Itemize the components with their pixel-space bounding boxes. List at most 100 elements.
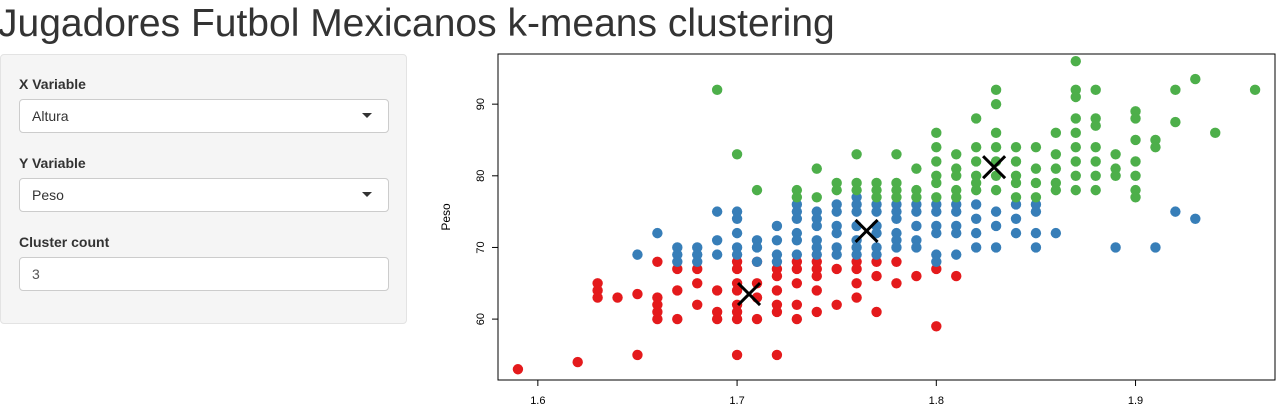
data-point-cluster-2 (851, 249, 862, 260)
data-point-cluster-3 (1010, 170, 1022, 182)
data-point-cluster-2 (970, 227, 982, 239)
data-point-cluster-2 (731, 213, 743, 224)
data-point-cluster-2 (871, 227, 882, 239)
data-point-cluster-1 (512, 364, 524, 375)
data-point-cluster-3 (1030, 163, 1042, 174)
y-variable-label: Y Variable (19, 155, 86, 171)
data-point-cluster-2 (911, 206, 922, 217)
data-point-cluster-1 (831, 299, 842, 310)
data-point-cluster-3 (970, 177, 982, 189)
data-point-cluster-2 (731, 227, 743, 239)
scatter-plot-svg: Peso 1.6 1.7 1.8 1.9 60 70 80 90 (439, 53, 1276, 407)
data-point-cluster-2 (791, 235, 803, 246)
data-point-cluster-1 (931, 321, 942, 332)
data-point-cluster-2 (791, 213, 803, 224)
data-point-cluster-1 (751, 313, 763, 325)
data-point-cluster-3 (711, 84, 723, 96)
data-point-cluster-3 (1110, 170, 1121, 182)
data-point-cluster-3 (811, 163, 822, 174)
data-point-cluster-2 (731, 206, 743, 217)
data-point-cluster-2 (990, 242, 1002, 253)
data-point-cluster-3 (1010, 141, 1022, 153)
data-point-cluster-2 (931, 206, 942, 217)
cluster-count-input[interactable] (19, 257, 389, 291)
centroid-stroke (982, 155, 1007, 180)
data-point-cluster-2 (811, 249, 822, 260)
data-point-cluster-3 (791, 192, 803, 203)
data-point-cluster-2 (951, 220, 962, 232)
x-tick-label: 1.7 (729, 395, 744, 407)
data-point-cluster-3 (1070, 141, 1081, 153)
data-point-cluster-2 (811, 220, 822, 232)
data-point-cluster-2 (831, 206, 842, 217)
data-point-cluster-1 (791, 313, 803, 325)
data-point-cluster-3 (1010, 156, 1022, 167)
y-tick-label: 70 (475, 241, 487, 253)
data-point-cluster-1 (771, 263, 783, 275)
data-point-cluster-1 (771, 306, 783, 318)
data-point-cluster-3 (1070, 170, 1081, 182)
centroid-marker-2 (854, 218, 879, 244)
data-point-cluster-2 (731, 249, 743, 260)
data-point-cluster-1 (771, 349, 783, 361)
data-point-cluster-3 (871, 184, 882, 196)
data-point-cluster-3 (1130, 184, 1141, 196)
data-point-cluster-3 (851, 177, 862, 189)
data-point-cluster-1 (731, 256, 743, 267)
data-point-cluster-2 (1030, 206, 1042, 217)
y-variable-group: Y Variable Peso (19, 153, 389, 212)
data-point-cluster-3 (1030, 141, 1042, 153)
data-point-cluster-1 (931, 263, 942, 275)
data-point-cluster-3 (1130, 156, 1141, 167)
data-point-cluster-1 (592, 278, 603, 289)
data-point-cluster-2 (911, 220, 922, 232)
x-tick-label: 1.9 (1128, 395, 1143, 407)
y-axis-label: Peso (439, 203, 453, 231)
data-point-cluster-3 (1070, 84, 1081, 96)
data-point-cluster-3 (1070, 184, 1081, 196)
data-point-cluster-2 (1170, 206, 1181, 217)
data-point-cluster-1 (811, 285, 822, 296)
data-point-cluster-1 (572, 356, 583, 368)
data-point-cluster-3 (1170, 116, 1181, 128)
data-point-cluster-1 (652, 313, 663, 325)
data-point-cluster-2 (652, 227, 663, 239)
data-point-cluster-1 (871, 270, 882, 282)
data-point-cluster-3 (891, 184, 902, 196)
data-point-cluster-2 (1030, 227, 1042, 239)
data-point-cluster-3 (951, 163, 962, 174)
y-tick-label: 90 (475, 98, 487, 110)
data-point-cluster-3 (1050, 163, 1062, 174)
data-point-cluster-1 (592, 285, 603, 296)
data-point-cluster-2 (1050, 227, 1062, 239)
data-point-cluster-2 (1190, 213, 1201, 224)
data-point-cluster-1 (791, 263, 803, 275)
y-variable-select[interactable]: Peso (19, 178, 389, 212)
data-point-cluster-1 (672, 263, 683, 275)
data-point-cluster-2 (970, 199, 982, 210)
data-point-cluster-2 (891, 199, 902, 210)
data-point-cluster-1 (851, 263, 862, 275)
data-point-cluster-2 (672, 242, 683, 253)
data-point-cluster-1 (652, 306, 663, 318)
data-point-cluster-1 (731, 285, 743, 296)
data-point-cluster-3 (990, 184, 1002, 196)
data-point-cluster-2 (771, 220, 783, 232)
data-point-cluster-2 (911, 235, 922, 246)
x-variable-select[interactable]: Altura (19, 99, 389, 133)
data-point-cluster-1 (652, 256, 663, 267)
data-point-cluster-1 (751, 278, 763, 289)
data-point-cluster-2 (1010, 213, 1022, 224)
data-point-cluster-1 (711, 306, 723, 318)
data-point-cluster-3 (1130, 106, 1141, 117)
data-point-cluster-1 (592, 292, 603, 303)
data-point-cluster-1 (791, 278, 803, 289)
data-point-cluster-3 (891, 149, 902, 160)
data-point-cluster-2 (931, 199, 942, 210)
x-tick-label: 1.8 (929, 395, 944, 407)
data-point-cluster-2 (791, 206, 803, 217)
data-point-cluster-1 (652, 299, 663, 310)
data-point-cluster-2 (891, 206, 902, 217)
data-point-cluster-3 (1070, 113, 1081, 124)
data-point-cluster-3 (1090, 84, 1101, 96)
